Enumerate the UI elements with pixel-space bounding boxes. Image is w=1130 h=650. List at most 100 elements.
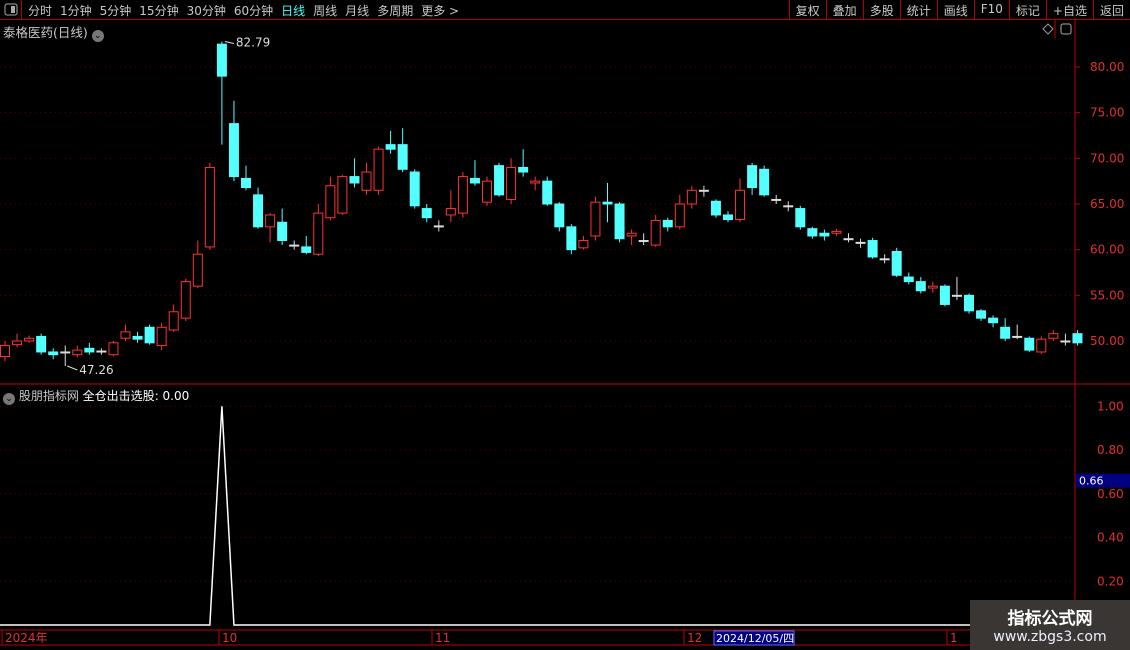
toolbar-button-5[interactable]: F10 bbox=[973, 0, 1009, 20]
toolbar: 分时 1分钟 5分钟 15分钟 30分钟 60分钟 日线 周线 月线 多周期 更多 > 复权 叠加 多股… bbox=[0, 0, 1130, 20]
candle bbox=[988, 317, 999, 324]
candle bbox=[843, 238, 854, 241]
candle bbox=[807, 228, 818, 237]
stock-name: 泰格医药(日线) bbox=[3, 25, 88, 40]
candle bbox=[385, 144, 396, 150]
watermark-url: www.zbgs3.com bbox=[993, 629, 1107, 645]
watermark-title: 指标公式网 bbox=[1007, 609, 1093, 629]
candle bbox=[192, 253, 203, 287]
candle bbox=[204, 166, 215, 248]
diamond-icon bbox=[1042, 23, 1054, 35]
candle bbox=[759, 168, 770, 196]
toolbar-button-3[interactable]: 统计 bbox=[899, 0, 937, 20]
candle bbox=[698, 189, 709, 192]
candle bbox=[1072, 333, 1083, 344]
toolbar-button-6[interactable]: 标记 bbox=[1008, 0, 1046, 20]
candle bbox=[72, 349, 83, 356]
indicator-value: 0.00 bbox=[162, 389, 190, 403]
candle bbox=[12, 340, 23, 346]
toolbar-button-7[interactable]: +自选 bbox=[1045, 0, 1093, 20]
candle bbox=[867, 240, 878, 258]
candle bbox=[60, 351, 71, 354]
toolbar-button-0[interactable]: 复权 bbox=[788, 0, 826, 20]
candle bbox=[638, 240, 649, 243]
chevron-down-icon[interactable]: ⌄ bbox=[3, 393, 15, 405]
candle bbox=[132, 335, 143, 340]
tab-period-8[interactable]: 月线 bbox=[345, 4, 370, 18]
tab-period-2[interactable]: 5分钟 bbox=[99, 4, 132, 18]
candle bbox=[674, 203, 685, 228]
candle bbox=[325, 185, 336, 219]
period-tabs: 分时 1分钟 5分钟 15分钟 30分钟 60分钟 日线 周线 月线 多周期 更多 > bbox=[28, 2, 459, 19]
candle bbox=[361, 171, 372, 191]
min-pointer bbox=[67, 365, 78, 371]
candle bbox=[542, 180, 553, 205]
candle bbox=[313, 212, 324, 255]
max-pointer bbox=[224, 41, 235, 45]
max-price-label: 82.79 bbox=[236, 36, 270, 50]
watermark: 指标公式网 www.zbgs3.com bbox=[970, 600, 1130, 650]
indicator-name: 全仓出击选股 bbox=[82, 389, 155, 403]
candle bbox=[349, 176, 360, 184]
tab-period-7[interactable]: 周线 bbox=[313, 4, 338, 18]
tab-period-10[interactable]: 更多 > bbox=[421, 4, 460, 18]
tab-period-3[interactable]: 15分钟 bbox=[139, 4, 179, 18]
candle bbox=[144, 326, 155, 344]
candle bbox=[831, 230, 842, 234]
candle bbox=[24, 337, 35, 342]
tab-period-9[interactable]: 多周期 bbox=[377, 4, 414, 18]
candle bbox=[1060, 340, 1071, 343]
candle bbox=[1024, 337, 1035, 351]
candle bbox=[976, 310, 987, 319]
candle bbox=[409, 171, 420, 207]
cursor-date-badge bbox=[713, 630, 795, 646]
candle bbox=[590, 201, 601, 237]
chevron-down-icon[interactable]: ⌄ bbox=[91, 30, 104, 42]
tab-period-0[interactable]: 分时 bbox=[28, 4, 53, 18]
candle bbox=[626, 232, 637, 237]
candle bbox=[964, 294, 974, 312]
tab-period-1[interactable]: 1分钟 bbox=[60, 4, 92, 18]
price-tick-label: 70.00 bbox=[1090, 151, 1124, 165]
indicator-title: ⌄ 股朋指标网 全仓出击选股: 0.00 bbox=[3, 387, 189, 405]
candle bbox=[578, 240, 589, 249]
candle bbox=[1036, 338, 1047, 353]
layout-icon bbox=[1060, 23, 1072, 35]
candle bbox=[723, 214, 733, 221]
candle bbox=[337, 176, 348, 214]
candle bbox=[795, 208, 806, 228]
toolbar-button-2[interactable]: 多股 bbox=[862, 0, 900, 20]
indicator-source: 股朋指标网 bbox=[18, 389, 79, 403]
candle bbox=[614, 203, 625, 240]
toolbar-button-4[interactable]: 画线 bbox=[936, 0, 974, 20]
toolbar-button-8[interactable]: 返回 bbox=[1092, 0, 1130, 20]
candle bbox=[518, 166, 529, 173]
chart-title: 泰格医药(日线) ⌄ bbox=[3, 22, 104, 42]
price-tick-label: 60.00 bbox=[1090, 243, 1124, 257]
toolbar-button-1[interactable]: 叠加 bbox=[825, 0, 863, 20]
candle bbox=[1012, 335, 1023, 338]
candle bbox=[915, 281, 926, 292]
indicator-tick-label: 1.00 bbox=[1097, 399, 1124, 413]
cursor-value: 0.66 bbox=[1079, 475, 1104, 488]
price-tick-label: 55.00 bbox=[1090, 288, 1124, 302]
candle bbox=[530, 180, 541, 184]
candle bbox=[373, 148, 384, 191]
candle bbox=[855, 241, 866, 244]
tab-period-6[interactable]: 日线 bbox=[281, 4, 306, 18]
candle bbox=[506, 166, 517, 200]
candle bbox=[457, 176, 468, 214]
date-label: 12 bbox=[687, 631, 702, 645]
candle bbox=[735, 189, 746, 221]
candle bbox=[228, 123, 239, 178]
candle bbox=[891, 250, 902, 276]
tab-period-4[interactable]: 30分钟 bbox=[186, 4, 226, 18]
panel-toggle-button[interactable] bbox=[0, 0, 22, 20]
candle bbox=[650, 219, 661, 246]
price-tick-label: 50.00 bbox=[1090, 334, 1124, 348]
tab-period-5[interactable]: 60分钟 bbox=[233, 4, 274, 18]
candle bbox=[710, 200, 721, 216]
indicator-tick-label: 0.80 bbox=[1097, 443, 1124, 457]
candle bbox=[96, 350, 107, 353]
